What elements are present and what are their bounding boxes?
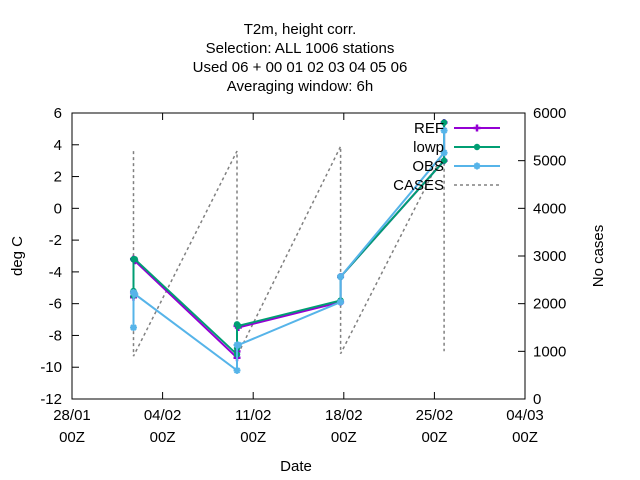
y-axis-label: deg C <box>9 236 26 276</box>
y2-tick-label: 1000 <box>533 343 566 360</box>
y-tick-label: -2 <box>49 232 62 249</box>
data-point <box>131 255 138 263</box>
series-line-lowp <box>132 122 446 357</box>
y-tick-label: 6 <box>54 105 62 122</box>
data-point <box>338 300 343 305</box>
series-line-ref <box>132 122 446 361</box>
x-tick-label: 04/03 <box>506 407 544 424</box>
y2-tick-label: 4000 <box>533 200 566 217</box>
x-tick-label: 00Z <box>240 429 266 446</box>
x-tick-label: 11/02 <box>235 407 271 424</box>
y-tick-label: -4 <box>49 264 62 281</box>
x-tick-label: 25/02 <box>416 407 454 424</box>
series-line-cases <box>132 146 445 357</box>
data-point <box>235 368 240 373</box>
y2-tick-label: 6000 <box>533 105 566 122</box>
data-point <box>440 157 448 164</box>
x-tick-label: 04/02 <box>144 407 182 424</box>
y2-axis-label: No cases <box>590 225 607 288</box>
title-line: Averaging window: 6h <box>227 78 373 95</box>
y-tick-label: -6 <box>49 296 62 313</box>
y-tick-label: -8 <box>49 327 62 344</box>
data-point <box>475 164 479 168</box>
y2-tick-label: 0 <box>533 391 541 408</box>
x-tick-label: 18/02 <box>325 407 363 424</box>
data-point <box>473 124 481 132</box>
legend-label: OBS <box>412 158 444 175</box>
x-tick-label: 00Z <box>59 429 85 446</box>
y2-tick-label: 2000 <box>533 296 566 313</box>
y-tick-label: 4 <box>54 137 62 154</box>
data-point <box>440 119 448 126</box>
legend-label: lowp <box>413 139 444 156</box>
plot-frame <box>71 112 526 400</box>
data-point <box>132 292 137 297</box>
title-line: Selection: ALL 1006 stations <box>206 40 395 57</box>
y-tick-label: 2 <box>54 169 62 186</box>
x-axis-label: Date <box>280 458 312 475</box>
title-line: Used 06 + 00 01 02 03 04 05 06 <box>193 59 408 76</box>
title-line: T2m, height corr. <box>244 21 357 38</box>
data-point <box>442 150 447 155</box>
legend-label: CASES <box>393 177 444 194</box>
data-point <box>442 128 447 133</box>
y-tick-label: -10 <box>40 359 62 376</box>
x-tick-label: 00Z <box>421 429 447 446</box>
data-point <box>131 325 136 330</box>
y2-tick-label: 5000 <box>533 153 566 170</box>
data-point <box>236 342 241 347</box>
legend-label: REF <box>414 120 444 137</box>
y-tick-label: 0 <box>54 200 62 217</box>
data-point <box>338 274 343 279</box>
x-tick-label: 28/01 <box>53 407 91 424</box>
x-tick-label: 00Z <box>331 429 357 446</box>
data-point <box>235 322 242 330</box>
x-tick-label: 00Z <box>150 429 176 446</box>
y-tick-label: -12 <box>40 391 62 408</box>
data-point <box>473 143 481 151</box>
y2-tick-label: 3000 <box>533 248 566 265</box>
x-tick-label: 00Z <box>512 429 538 446</box>
